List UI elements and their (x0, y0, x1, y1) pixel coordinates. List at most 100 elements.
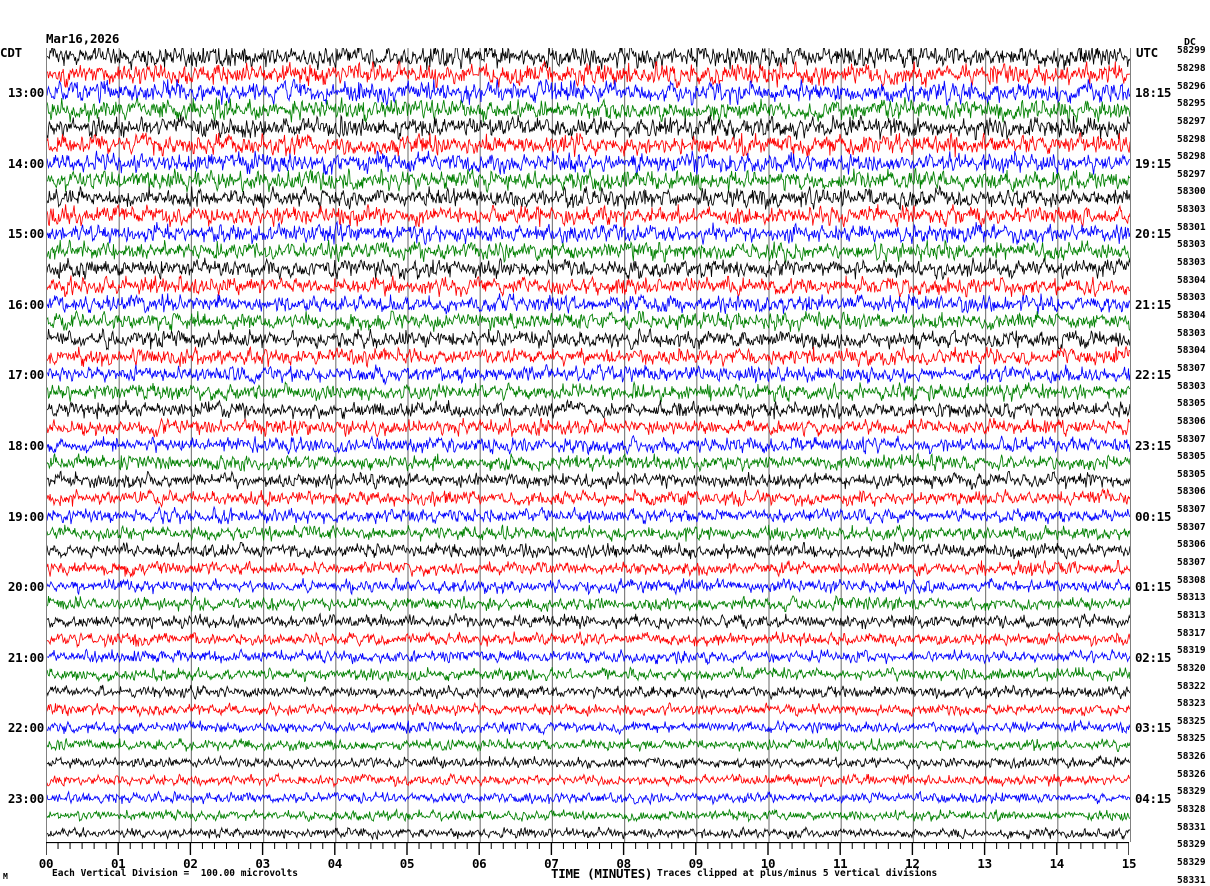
seismic-trace (47, 238, 1130, 264)
x-axis-tick-label: 06 (471, 856, 487, 871)
seismic-trace (47, 204, 1130, 228)
seismic-trace (47, 167, 1130, 194)
seismic-trace (47, 327, 1130, 351)
seismic-trace (47, 114, 1130, 141)
seismic-trace (47, 488, 1130, 509)
dc-value: 58298 (1177, 133, 1206, 145)
hour-label-cdt: 14:00 (7, 155, 44, 171)
x-axis-tick-label: 07 (544, 856, 559, 871)
dc-value: 58304 (1177, 309, 1206, 321)
x-axis-tick-label: 05 (399, 856, 415, 871)
seismic-trace (47, 275, 1130, 298)
seismic-trace (47, 772, 1130, 789)
dc-value: 58325 (1177, 715, 1206, 727)
dc-value: 58307 (1177, 557, 1206, 568)
hour-label-cdt: 16:00 (7, 296, 44, 312)
dc-value: 58306 (1177, 486, 1206, 498)
seismic-trace (47, 150, 1130, 175)
seismic-trace (47, 417, 1130, 438)
dc-value: 58303 (1177, 204, 1206, 216)
seismic-trace (47, 293, 1130, 315)
seismic-trace (47, 184, 1130, 211)
seismic-trace (47, 612, 1130, 631)
dc-column-header: DC (1184, 37, 1196, 48)
seismic-trace (47, 78, 1130, 107)
dc-value: 58326 (1177, 768, 1206, 780)
dc-value: 58303 (1177, 239, 1206, 251)
hour-label-cdt: 21:00 (7, 649, 44, 665)
dc-value: 58304 (1177, 345, 1206, 357)
dc-value: 58317 (1177, 627, 1206, 639)
dc-value: 58303 (1177, 380, 1206, 392)
x-axis-tick-label: 13 (977, 856, 992, 871)
hour-label-utc: 04:15 (1135, 790, 1172, 806)
dc-value: 58331 (1177, 821, 1206, 833)
seismic-trace (47, 754, 1130, 771)
hour-label-cdt: 15:00 (7, 226, 44, 242)
seismic-trace (47, 220, 1130, 246)
seismic-trace (47, 684, 1130, 701)
header-date: Mar16,2026 (46, 31, 120, 47)
hour-label-utc: 22:15 (1135, 367, 1172, 383)
dc-value: 58329 (1177, 839, 1206, 851)
clipping-note: Traces clipped at plus/minus 5 vertical … (657, 868, 938, 879)
hour-label-utc: 23:15 (1135, 438, 1172, 453)
dc-value: 58331 (1177, 874, 1206, 886)
hour-label-cdt: 18:00 (7, 438, 44, 453)
x-axis-tick-label: 03 (255, 856, 270, 871)
dc-value: 58298 (1177, 62, 1206, 74)
dc-value: 58308 (1177, 574, 1206, 586)
hour-label-utc: 01:15 (1135, 579, 1172, 595)
seismic-trace (47, 398, 1130, 420)
hour-label-utc: 00:15 (1135, 508, 1172, 524)
hour-label-cdt: 17:00 (7, 367, 44, 383)
dc-value: 58313 (1177, 592, 1206, 604)
seismic-trace (47, 310, 1130, 333)
dc-value: 58325 (1177, 733, 1206, 745)
seismic-trace (47, 132, 1130, 158)
x-axis-tick-label: 09 (688, 856, 704, 871)
seismic-trace (47, 541, 1130, 560)
dc-value: 58296 (1177, 80, 1206, 92)
dc-value: 58306 (1177, 539, 1206, 551)
hour-label-utc: 18:15 (1135, 85, 1172, 101)
corner-mark: M (3, 872, 8, 881)
dc-value: 58313 (1177, 609, 1206, 621)
dc-value: 58329 (1177, 786, 1206, 798)
x-axis-tick-label: 08 (616, 856, 631, 871)
x-axis-tick-label: 10 (760, 856, 776, 871)
hour-label-cdt: 23:00 (7, 790, 44, 806)
seismic-trace (47, 648, 1130, 666)
hour-label-cdt: 19:00 (7, 508, 44, 524)
x-axis-tick-label: 01 (110, 856, 126, 871)
dc-value: 58307 (1177, 521, 1206, 533)
seismic-trace (47, 737, 1130, 753)
dc-value: 58304 (1177, 274, 1206, 286)
dc-value: 58299 (1177, 45, 1206, 57)
dc-value: 58300 (1177, 186, 1206, 198)
dc-value: 58305 (1177, 451, 1206, 463)
seismic-trace (47, 701, 1130, 718)
dc-value: 58297 (1177, 115, 1206, 127)
seismic-trace (47, 380, 1130, 403)
dc-value: 58297 (1177, 168, 1206, 180)
dc-value: 58320 (1177, 662, 1206, 674)
dc-value: 58301 (1177, 221, 1206, 233)
seismic-trace (47, 666, 1130, 683)
hour-label-utc: 19:15 (1135, 155, 1172, 171)
seismic-trace (47, 452, 1130, 473)
right-timezone-label: UTC (1136, 45, 1158, 60)
x-axis-tick-label: 02 (183, 856, 198, 871)
dc-value: 58305 (1177, 468, 1206, 480)
x-axis-tick-label: 04 (327, 856, 343, 871)
seismic-trace (47, 97, 1130, 124)
seismic-trace (47, 631, 1130, 649)
x-axis-tick-label: 12 (905, 856, 920, 871)
dc-value: 58303 (1177, 292, 1206, 304)
hour-label-utc: 20:15 (1135, 226, 1172, 242)
seismic-trace (47, 594, 1130, 613)
seismic-trace (47, 826, 1130, 841)
hour-label-cdt: 13:00 (7, 85, 44, 101)
dc-value: 58328 (1177, 804, 1206, 816)
